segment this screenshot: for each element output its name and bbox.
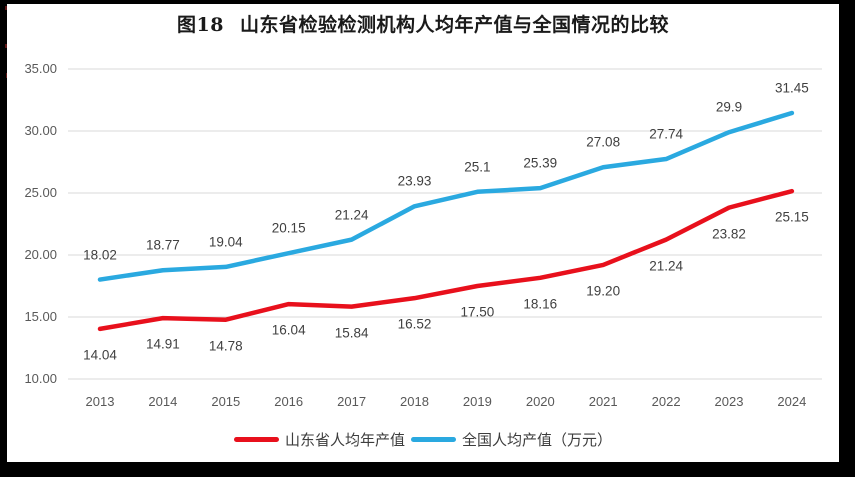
data-label: 14.91 [145,336,180,352]
x-tick-label: 2014 [148,394,178,409]
data-label: 17.50 [460,304,495,320]
data-label: 29.9 [715,99,743,115]
chart-canvas: 图18 山东省检验检测机构人均年产值与全国情况的比较 35.00 30.00 25.0… [7,4,839,462]
y-tick-label: 25.00 [24,185,57,200]
x-tick-label: 2022 [651,394,681,409]
y-tick-label: 15.00 [24,309,57,324]
y-tick-label: 20.00 [24,247,57,262]
series-line [97,110,795,282]
data-label: 16.04 [271,322,306,338]
data-label: 23.93 [397,173,432,189]
legend-item: 全国人均产值（万元） [411,429,612,450]
y-tick-label: 30.00 [24,123,57,138]
legend-label: 全国人均产值（万元） [462,431,613,449]
x-tick-label: 2019 [462,394,492,409]
data-label: 31.45 [774,80,809,96]
y-tick-label: 35.00 [24,61,57,76]
x-tick-label: 2018 [400,394,429,409]
data-label: 25.1 [464,159,491,175]
chart-legend: 山东省人均年产值 全国人均产值（万元） [7,428,839,450]
data-label: 18.02 [83,247,117,263]
chart-title: 图18 山东省检验检测机构人均年产值与全国情况的比较 [7,10,839,37]
x-tick-label: 2021 [588,394,618,409]
chart-title-prefix: 图18 [177,14,224,36]
legend-swatch-icon [411,436,456,442]
legend-label: 山东省人均年产值 [284,431,405,449]
x-tick-label: 2024 [777,394,807,409]
x-tick-label: 2016 [274,394,304,409]
series-line [97,188,795,332]
data-label: 20.15 [271,220,306,236]
data-label: 25.39 [523,155,558,171]
x-tick-label: 2020 [525,394,555,409]
data-label: 27.08 [586,134,621,150]
legend-item: 山东省人均年产值 [233,429,405,450]
data-label: 21.24 [649,258,683,274]
x-tick-label: 2023 [714,394,744,409]
data-label: 18.77 [145,237,180,253]
data-label: 16.52 [397,316,432,332]
chart-title-text: 山东省检验检测机构人均年产值与全国情况的比较 [239,14,669,36]
data-label: 18.16 [523,296,558,312]
line-chart [68,68,822,380]
data-label: 19.20 [586,283,621,299]
y-tick-label: 10.00 [24,371,57,386]
x-tick-label: 2013 [85,394,115,409]
data-label: 21.24 [334,207,369,223]
data-label: 19.04 [208,234,243,250]
legend-swatch-icon [233,436,279,442]
x-tick-label: 2015 [211,394,241,409]
data-label: 23.82 [712,226,746,242]
x-tick-label: 2017 [337,394,367,409]
data-label: 15.84 [334,325,369,341]
data-label: 25.15 [774,209,809,225]
data-label: 14.04 [83,347,117,363]
data-label: 14.78 [208,338,243,354]
data-label: 27.74 [649,126,683,142]
